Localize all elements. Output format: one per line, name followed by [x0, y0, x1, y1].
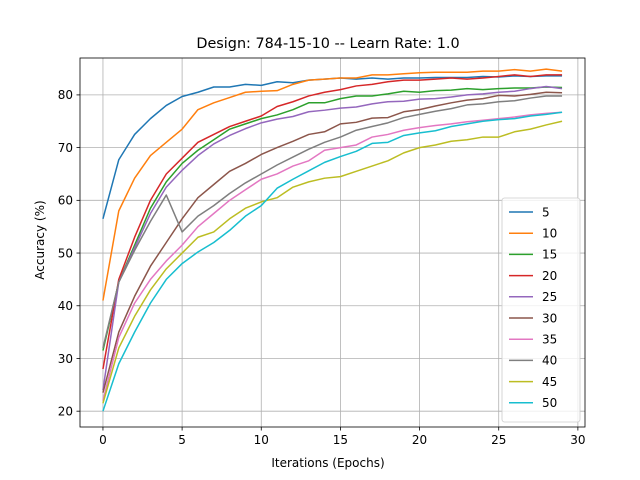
- x-tick-label: 15: [333, 433, 348, 447]
- y-tick-label: 60: [58, 194, 73, 208]
- legend-box: [501, 197, 581, 423]
- legend-label: 45: [542, 375, 557, 389]
- series-line-30: [102, 91, 563, 393]
- y-tick-label: 20: [58, 404, 73, 418]
- legend-label: 35: [542, 333, 557, 347]
- y-tick-label: 30: [58, 352, 73, 366]
- chart-title: Design: 784-15-10 -- Learn Rate: 1.0: [196, 36, 459, 52]
- series-line-35: [102, 111, 563, 401]
- legend-label: 5: [542, 205, 550, 219]
- y-tick-label: 40: [58, 299, 73, 313]
- series-line-45: [102, 120, 563, 404]
- plot-frame: [79, 57, 586, 428]
- legend-label: 30: [542, 311, 557, 325]
- series-line-50: [102, 111, 563, 412]
- series-layer: [102, 68, 563, 412]
- x-tick-label: 0: [99, 433, 107, 447]
- grid: [80, 58, 585, 427]
- series-line-15: [102, 86, 563, 351]
- axis-ticks: 0 5 10 15 20 25 30 20 30 40 50 60 70 80: [58, 88, 586, 447]
- x-tick-label: 25: [491, 433, 506, 447]
- y-tick-label: 70: [58, 141, 73, 155]
- y-tick-label: 50: [58, 246, 73, 260]
- series-line-20: [102, 74, 563, 370]
- y-axis-label: Accuracy (%): [33, 200, 47, 279]
- series-line-10: [102, 68, 563, 301]
- x-tick-label: 10: [254, 433, 269, 447]
- x-axis-label: Iterations (Epochs): [271, 456, 384, 470]
- legend-label: 25: [542, 290, 557, 304]
- x-tick-label: 30: [570, 433, 585, 447]
- legend-label: 20: [542, 269, 557, 283]
- y-tick-label: 80: [58, 88, 73, 102]
- legend-label: 40: [542, 354, 557, 368]
- legend: 5 10 15 20 25 30 35 40 45 50: [501, 197, 581, 423]
- legend-label: 10: [542, 227, 557, 241]
- legend-label: 50: [542, 396, 557, 410]
- series-line-40: [102, 95, 563, 349]
- x-tick-label: 20: [412, 433, 427, 447]
- series-line-25: [102, 85, 563, 391]
- legend-label: 15: [542, 248, 557, 262]
- x-tick-label: 5: [178, 433, 186, 447]
